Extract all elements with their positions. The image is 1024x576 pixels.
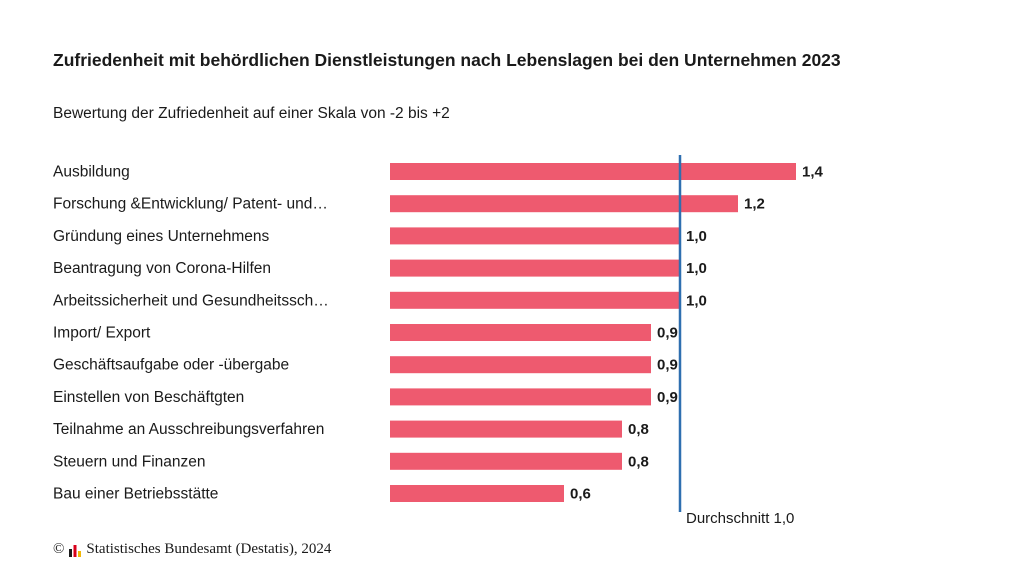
value-labels: 1,4 1,2 1,0 1,0 1,0 0,9 0,9 0,9 0,8 0,8 0,6 bbox=[570, 164, 824, 503]
value-label: 0,9 bbox=[657, 357, 678, 374]
value-label: 0,6 bbox=[570, 486, 591, 503]
category-label: Ausbildung bbox=[53, 164, 130, 181]
destatis-logo-icon bbox=[69, 544, 82, 557]
value-label: 1,0 bbox=[686, 292, 707, 309]
bar bbox=[390, 227, 680, 245]
chart-subtitle: Bewertung der Zufriedenheit auf einer Sk… bbox=[53, 105, 450, 122]
copyright-symbol: © bbox=[53, 541, 65, 557]
bar bbox=[390, 259, 680, 277]
bar bbox=[390, 324, 651, 341]
bar bbox=[390, 485, 564, 502]
value-label: 1,4 bbox=[802, 164, 824, 181]
category-label: Arbeitssicherheit und Gesundheitssch… bbox=[53, 292, 329, 309]
category-label: Forschung &Entwicklung/ Patent- und… bbox=[53, 196, 328, 213]
bar bbox=[390, 163, 796, 180]
value-label: 1,0 bbox=[686, 228, 707, 245]
chart-title: Zufriedenheit mit behördlichen Dienstlei… bbox=[53, 50, 841, 70]
source-footer: © Statistisches Bundesamt (Destatis), 20… bbox=[53, 541, 331, 558]
category-label: Gründung eines Unternehmens bbox=[53, 228, 270, 245]
value-label: 1,2 bbox=[744, 196, 765, 213]
category-label: Teilnahme an Ausschreibungsverfahren bbox=[53, 421, 324, 438]
source-text: Statistisches Bundesamt (Destatis), 2024 bbox=[86, 541, 332, 557]
bar bbox=[390, 452, 622, 470]
value-label: 0,9 bbox=[657, 389, 678, 406]
category-label: Beantragung von Corona-Hilfen bbox=[53, 260, 271, 277]
category-label: Bau einer Betriebsstätte bbox=[53, 486, 218, 503]
category-label: Steuern und Finanzen bbox=[53, 453, 206, 470]
bar bbox=[390, 388, 651, 406]
value-label: 0,9 bbox=[657, 325, 678, 342]
bar bbox=[390, 420, 622, 438]
value-label: 1,0 bbox=[686, 260, 707, 277]
category-label: Geschäftsaufgabe oder -übergabe bbox=[53, 357, 289, 374]
category-label: Einstellen von Beschäftgten bbox=[53, 389, 244, 406]
value-label: 0,8 bbox=[628, 421, 649, 438]
reference-line-group: Durchschnitt 1,0 bbox=[678, 155, 794, 527]
bar bbox=[390, 291, 680, 309]
value-label: 0,8 bbox=[628, 453, 649, 470]
bar bbox=[390, 356, 651, 374]
category-labels: Ausbildung Forschung &Entwicklung/ Patent… bbox=[53, 164, 329, 503]
bar bbox=[390, 195, 738, 213]
average-reference-label: Durchschnitt 1,0 bbox=[686, 510, 794, 527]
bars bbox=[390, 163, 796, 502]
category-label: Import/ Export bbox=[53, 325, 151, 342]
